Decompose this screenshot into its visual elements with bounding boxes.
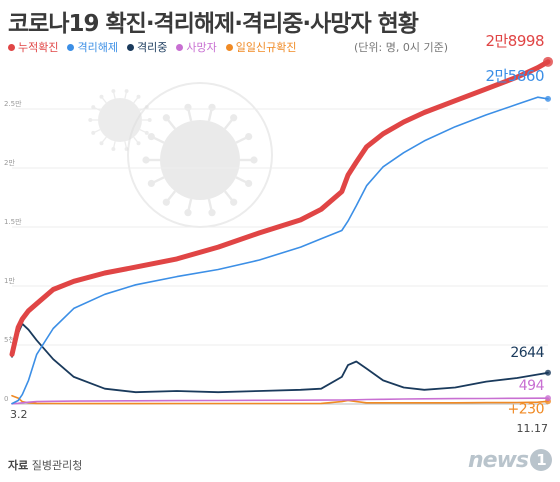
- series-end-label-released: 2만5860: [485, 67, 544, 85]
- series-end-label-daily: +230: [508, 401, 544, 417]
- series-line-daily: [11, 394, 549, 405]
- source-value: 질병관리청: [31, 459, 83, 472]
- series-line-isolated: [11, 322, 549, 394]
- series-end-point-confirmed: [543, 56, 553, 67]
- legend-item-isolated: 격리중: [126, 39, 168, 55]
- legend-label: 격리중: [136, 41, 168, 54]
- series-line-deaths: [11, 397, 549, 405]
- unit-note: (단위: 명, 0시 기준): [354, 41, 448, 54]
- series-end-label-isolated: 2644: [510, 345, 544, 361]
- x-tick-label-start: 3.2: [10, 408, 28, 421]
- legend-label: 격리해제: [77, 41, 118, 54]
- series-line-confirmed: [9, 59, 551, 357]
- series-line-released: [11, 96, 549, 405]
- series-end-point-isolated: [545, 369, 551, 376]
- virus-icon: [142, 103, 258, 217]
- series-end-label-confirmed: 2만8998: [485, 32, 544, 50]
- legend-label: 일일신규확진: [235, 41, 297, 54]
- chart-legend: 누적확진 격리해제 격리중 사망자 일일신규확진: [8, 39, 296, 55]
- legend-item-deaths: 사망자: [176, 39, 217, 55]
- series-end-point-deaths: [545, 395, 551, 402]
- y-tick-label: 1만: [4, 276, 15, 285]
- y-tick-label: 5천: [4, 335, 15, 344]
- virus-icon: [88, 89, 152, 151]
- y-tick-label: 1.5만: [4, 217, 22, 226]
- source-note: 자료 질병관리청: [8, 457, 82, 473]
- legend-dot: [8, 43, 15, 51]
- legend-label: 누적확진: [18, 41, 59, 54]
- source-label: 자료: [8, 459, 29, 472]
- page-title: 코로나19 확진·격리해제·격리중·사망자 현황: [8, 11, 419, 37]
- chart-grid: [12, 108, 548, 405]
- virus-decoration-image: [88, 82, 273, 228]
- series-end-label-deaths: 494: [519, 378, 545, 394]
- news1-logo: news 1: [468, 448, 552, 473]
- chart-end-labels: +230 494 2644 2만5860 2만8998: [485, 32, 545, 417]
- legend-dot: [225, 43, 233, 51]
- y-tick-label: 2.5만: [4, 99, 22, 108]
- legend-label: 사망자: [186, 41, 217, 54]
- legend-item-daily: 일일신규확진: [225, 39, 297, 55]
- legend-dot: [67, 43, 75, 51]
- series-end-point-released: [545, 95, 551, 102]
- legend-dot: [126, 43, 134, 51]
- legend-dot: [176, 43, 184, 51]
- y-tick-label: 2만: [4, 158, 15, 167]
- y-tick-label: 0: [4, 395, 8, 403]
- legend-item-confirmed: 누적확진: [8, 39, 58, 55]
- x-tick-label-end: 11.17: [517, 422, 549, 435]
- chart-series: [9, 56, 553, 405]
- legend-item-released: 격리해제: [67, 39, 118, 55]
